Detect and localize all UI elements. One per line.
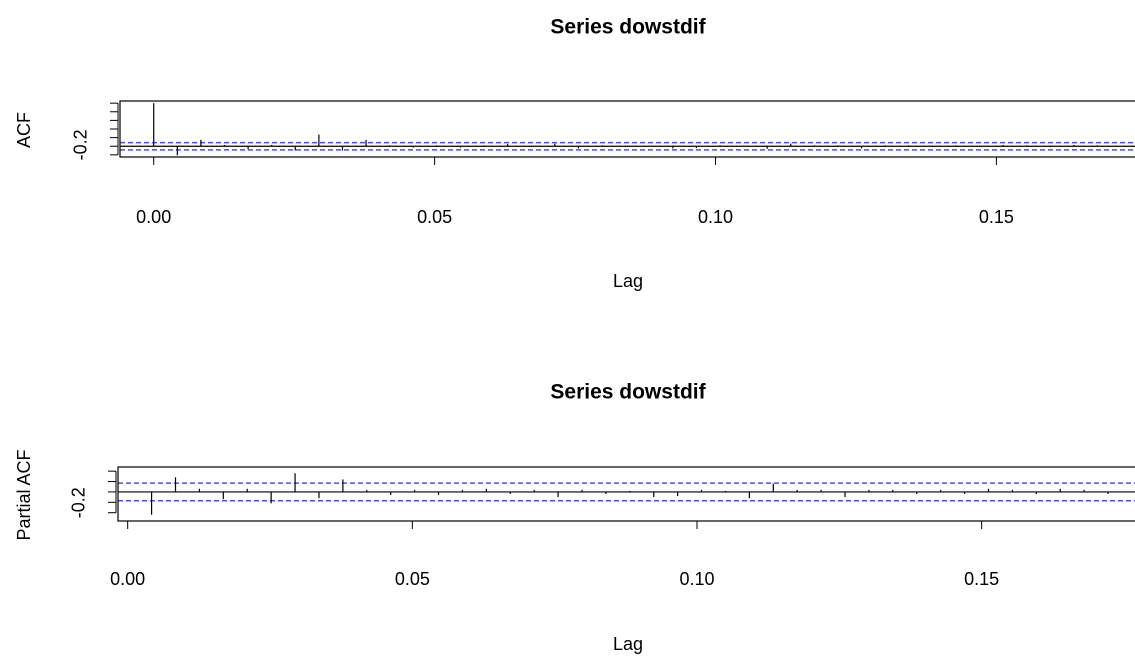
y-tick-label: -0.2	[71, 129, 91, 160]
x-tick-label: 0.05	[395, 569, 430, 589]
x-axis-label: Lag	[613, 634, 643, 654]
x-tick-label: 0.00	[110, 569, 145, 589]
plot-box	[119, 100, 1135, 158]
chart-title: Series dowstdif	[550, 381, 706, 404]
y-tick-label: -0.2	[69, 487, 89, 518]
x-axis-label: Lag	[613, 271, 643, 291]
x-tick-label: 0.00	[136, 207, 171, 227]
x-tick-label: 0.10	[679, 569, 714, 589]
y-axis-label: Partial ACF	[14, 449, 34, 540]
y-axis-label: ACF	[14, 112, 34, 148]
x-tick-label: 0.15	[964, 569, 999, 589]
x-tick-label: 0.15	[979, 207, 1014, 227]
x-tick-label: 0.05	[417, 207, 452, 227]
chart-title: Series dowstdif	[550, 16, 706, 39]
x-tick-label: 0.10	[698, 207, 733, 227]
